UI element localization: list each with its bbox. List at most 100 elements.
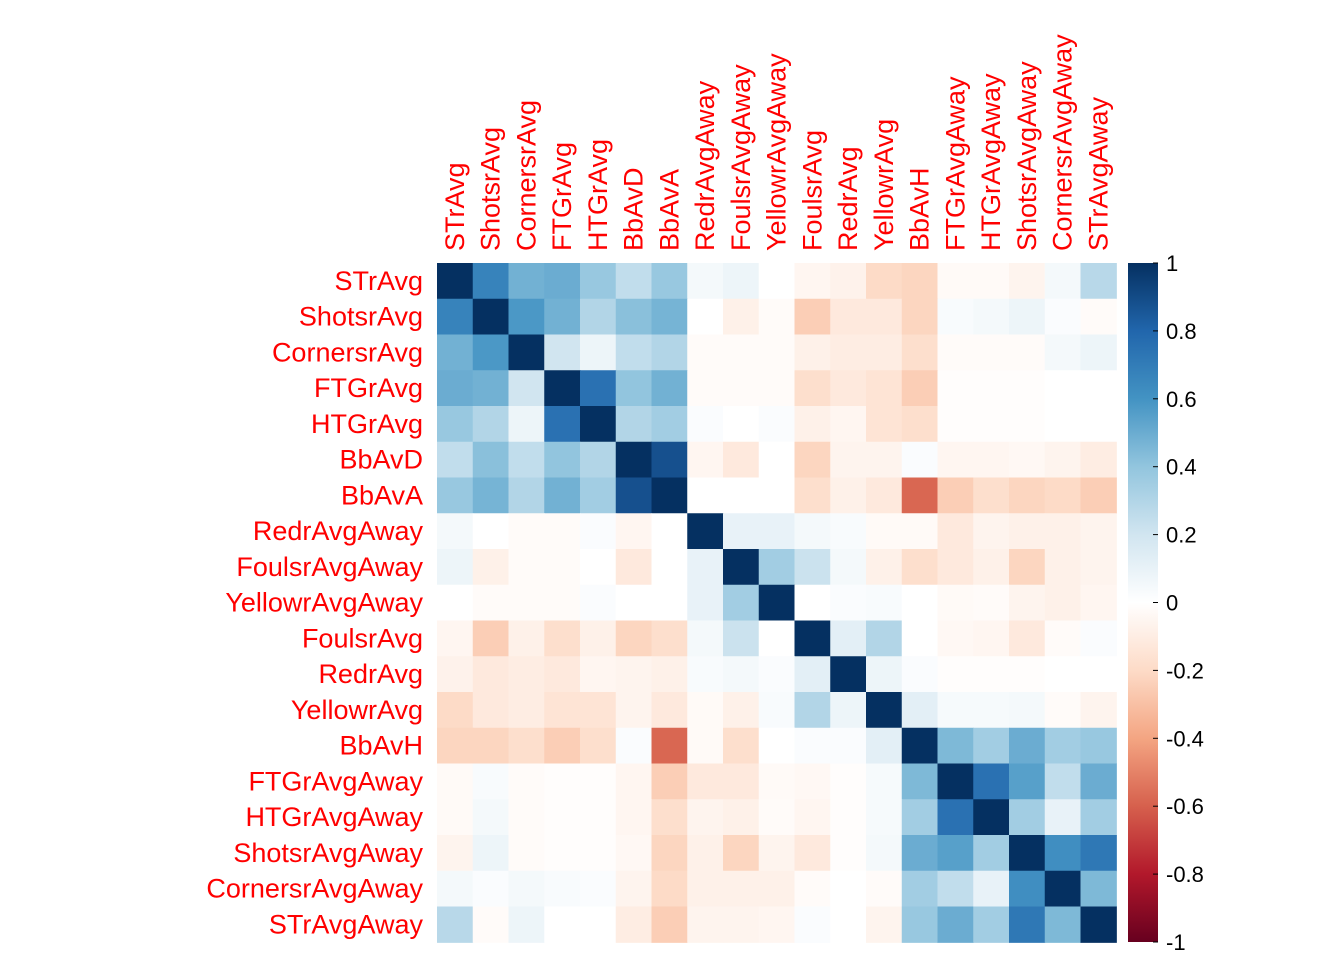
- row-label: CornersrAvg: [272, 337, 423, 367]
- heatmap-cell-HTGrAvg-BbAvA: [651, 406, 688, 443]
- heatmap-cell-FoulsrAvgAway-FTGrAvgAway: [937, 549, 974, 586]
- heatmap-cell-STrAvgAway-CornersrAvg: [508, 906, 545, 943]
- heatmap-cell-BbAvH-STrAvg: [437, 727, 474, 765]
- heatmap-cell-FTGrAvg-RedrAvgAway: [687, 370, 724, 407]
- heatmap-cell-ShotsrAvg-ShotsrAvgAway: [1009, 298, 1046, 336]
- heatmap-cell-FoulsrAvgAway-BbAvD: [615, 549, 653, 586]
- heatmap-cell-ShotsrAvg-STrAvgAway: [1080, 298, 1117, 336]
- heatmap-cell-HTGrAvgAway-HTGrAvg: [580, 799, 617, 836]
- heatmap-cell-STrAvgAway-YellowrAvg: [866, 906, 903, 943]
- heatmap-cell-HTGrAvgAway-CornersrAvg: [508, 799, 545, 836]
- heatmap-cell-HTGrAvg-FTGrAvgAway: [937, 406, 974, 443]
- heatmap-cell-BbAvD-FTGrAvgAway: [937, 441, 974, 479]
- heatmap-cell-CornersrAvg-ShotsrAvgAway: [1009, 334, 1046, 371]
- heatmap-cell-ShotsrAvgAway-FTGrAvgAway: [937, 835, 974, 872]
- heatmap-cell-RedrAvgAway-BbAvH: [901, 513, 939, 550]
- heatmap-cell-FoulsrAvg-HTGrAvgAway: [973, 620, 1010, 657]
- heatmap-cell-RedrAvgAway-YellowrAvgAway: [758, 513, 796, 550]
- column-label: YellowrAvg: [869, 119, 899, 251]
- heatmap-cell-BbAvD-HTGrAvg: [580, 441, 617, 479]
- heatmap-cell-FTGrAvg-STrAvgAway: [1080, 370, 1117, 407]
- heatmap-cell-STrAvgAway-HTGrAvgAway: [973, 906, 1010, 943]
- heatmap-cell-CornersrAvgAway-HTGrAvg: [580, 870, 617, 908]
- heatmap-cell-HTGrAvgAway-RedrAvg: [830, 799, 867, 836]
- heatmap-cell-STrAvgAway-CornersrAvgAway: [1044, 906, 1082, 943]
- row-label: YellowrAvgAway: [225, 588, 423, 618]
- heatmap-cell-YellowrAvgAway-BbAvD: [615, 584, 653, 622]
- heatmap-cell-FTGrAvg-ShotsrAvg: [472, 370, 510, 407]
- heatmap-cell-YellowrAvgAway-RedrAvg: [830, 584, 867, 622]
- heatmap-cell-STrAvgAway-FTGrAvgAway: [937, 906, 974, 943]
- heatmap-cell-STrAvg-ShotsrAvg: [472, 263, 510, 300]
- heatmap-cell-RedrAvgAway-ShotsrAvg: [472, 513, 510, 550]
- column-label: FoulsrAvg: [797, 130, 827, 251]
- heatmap-cell-BbAvD-FoulsrAvg: [794, 441, 831, 479]
- heatmap-cell-ShotsrAvg-BbAvH: [901, 298, 939, 336]
- heatmap-cell-BbAvH-FoulsrAvg: [794, 727, 831, 765]
- heatmap-cell-BbAvD-STrAvgAway: [1080, 441, 1117, 479]
- heatmap-cell-STrAvg-FTGrAvgAway: [937, 263, 974, 300]
- heatmap-cell-CornersrAvg-RedrAvgAway: [687, 334, 724, 371]
- colorbar-tick-label: -0.8: [1166, 862, 1204, 887]
- heatmap-cell-HTGrAvgAway-ShotsrAvg: [472, 799, 510, 836]
- row-label: CornersrAvgAway: [206, 874, 423, 904]
- heatmap-cell-STrAvgAway-BbAvD: [615, 906, 653, 943]
- heatmap-cell-BbAvA-CornersrAvgAway: [1044, 477, 1082, 514]
- heatmap-cell-RedrAvgAway-FoulsrAvg: [794, 513, 831, 550]
- heatmap-cell-BbAvH-ShotsrAvgAway: [1009, 727, 1046, 765]
- heatmap-cell-ShotsrAvg-FTGrAvg: [544, 298, 581, 336]
- heatmap-cell-YellowrAvg-CornersrAvg: [508, 692, 545, 729]
- heatmap-cell-CornersrAvgAway-RedrAvg: [830, 870, 867, 908]
- heatmap-cell-CornersrAvgAway-YellowrAvg: [866, 870, 903, 908]
- heatmap-cell-BbAvD-ShotsrAvgAway: [1009, 441, 1046, 479]
- column-label: FTGrAvgAway: [940, 76, 970, 251]
- heatmap-cell-FoulsrAvgAway-FTGrAvg: [544, 549, 581, 586]
- heatmap-cell-STrAvg-HTGrAvg: [580, 263, 617, 300]
- heatmap-cell-FTGrAvg-YellowrAvg: [866, 370, 903, 407]
- heatmap-cell-ShotsrAvgAway-RedrAvgAway: [687, 835, 724, 872]
- heatmap-cell-FoulsrAvg-RedrAvgAway: [687, 620, 724, 657]
- heatmap-cell-STrAvg-STrAvg: [437, 263, 474, 300]
- colorbar-tick-label: 0.2: [1166, 523, 1197, 548]
- colorbar-tick-label: 0.6: [1166, 387, 1197, 412]
- heatmap-cell-STrAvg-FoulsrAvg: [794, 263, 831, 300]
- heatmap-cell-FoulsrAvg-BbAvA: [651, 620, 688, 657]
- heatmap-cell-STrAvg-FTGrAvg: [544, 263, 581, 300]
- heatmap-cell-STrAvgAway-RedrAvgAway: [687, 906, 724, 943]
- heatmap-cell-ShotsrAvgAway-YellowrAvgAway: [758, 835, 796, 872]
- heatmap-cell-YellowrAvg-YellowrAvg: [866, 692, 903, 729]
- row-label: STrAvg: [334, 266, 423, 296]
- heatmap-cell-BbAvA-FoulsrAvg: [794, 477, 831, 514]
- heatmap-cell-CornersrAvgAway-BbAvA: [651, 870, 688, 908]
- heatmap-cell-YellowrAvgAway-HTGrAvgAway: [973, 584, 1010, 622]
- heatmap-cell-RedrAvgAway-STrAvgAway: [1080, 513, 1117, 550]
- heatmap-cell-BbAvH-FTGrAvg: [544, 727, 581, 765]
- heatmap-cell-ShotsrAvg-BbAvA: [651, 298, 688, 336]
- heatmap-cell-BbAvH-RedrAvg: [830, 727, 867, 765]
- heatmap-cell-FTGrAvgAway-RedrAvgAway: [687, 763, 724, 800]
- row-label: FTGrAvg: [314, 373, 423, 403]
- colorbar-tick-label: 0.8: [1166, 319, 1197, 344]
- heatmap-cell-FoulsrAvg-YellowrAvg: [866, 620, 903, 657]
- heatmap-cell-FTGrAvgAway-BbAvD: [615, 763, 653, 800]
- heatmap-cell-HTGrAvg-ShotsrAvg: [472, 406, 510, 443]
- column-label: STrAvgAway: [1083, 96, 1113, 251]
- heatmap-cell-CornersrAvg-STrAvgAway: [1080, 334, 1117, 371]
- heatmap-cell-RedrAvgAway-RedrAvg: [830, 513, 867, 550]
- heatmap-cell-RedrAvg-FTGrAvg: [544, 656, 581, 693]
- heatmap-cell-RedrAvg-FTGrAvgAway: [937, 656, 974, 693]
- heatmap-cell-HTGrAvg-FoulsrAvgAway: [723, 406, 760, 443]
- heatmap-cell-ShotsrAvgAway-FoulsrAvg: [794, 835, 831, 872]
- heatmap-cell-HTGrAvgAway-STrAvgAway: [1080, 799, 1117, 836]
- heatmap-cell-BbAvH-YellowrAvgAway: [758, 727, 796, 765]
- heatmap-cell-STrAvgAway-ShotsrAvgAway: [1009, 906, 1046, 943]
- heatmap-cell-FTGrAvgAway-YellowrAvg: [866, 763, 903, 800]
- heatmap-cell-BbAvH-HTGrAvg: [580, 727, 617, 765]
- column-label: RedrAvgAway: [690, 80, 720, 251]
- heatmap-cell-YellowrAvg-FoulsrAvg: [794, 692, 831, 729]
- heatmap-cell-CornersrAvgAway-FTGrAvg: [544, 870, 581, 908]
- row-label: BbAvD: [339, 445, 423, 475]
- heatmap-cell-HTGrAvgAway-BbAvA: [651, 799, 688, 836]
- heatmap-cell-BbAvD-RedrAvgAway: [687, 441, 724, 479]
